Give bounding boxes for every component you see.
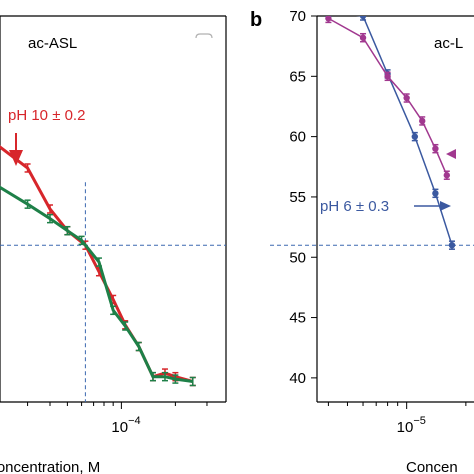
panel-b-series-0-line — [355, 16, 453, 246]
y-tick-label: 50 — [289, 249, 306, 266]
data-point — [448, 241, 456, 249]
x-tick-label: 10−5 — [397, 415, 426, 436]
data-point — [325, 9, 331, 15]
panel-a-series-0-line — [0, 145, 194, 383]
panel-a-x-ticks: 10−4 — [27, 402, 208, 436]
panel-a-series-1-line — [0, 185, 194, 383]
panel-a-legend-swatch — [195, 33, 213, 39]
y-tick-label: 55 — [289, 189, 306, 206]
data-point — [419, 117, 426, 125]
panel-b-annotation-text: pH 6 ± 0.3 — [320, 198, 389, 215]
x-tick-label-exponent: −5 — [413, 415, 426, 427]
panel-b-series-1 — [325, 16, 451, 180]
panel-b-xlabel: Concen — [406, 459, 458, 474]
panel-a: ac-ASL 10−4 Concentration, M pH 10 ± 0.2 — [0, 15, 227, 474]
data-point — [411, 133, 419, 140]
panel-b-series-1-line — [328, 17, 448, 176]
panel-b-y-ticks: 40 45 50 55 60 65 70 — [289, 8, 317, 387]
panel-a-annotation: pH 10 ± 0.2 — [8, 107, 85, 166]
data-point — [403, 94, 410, 102]
data-point — [384, 73, 391, 80]
panel-a-annotation-arrow-head — [9, 150, 23, 166]
data-point — [432, 145, 439, 152]
data-point — [359, 16, 367, 20]
y-tick-label: 70 — [289, 8, 306, 25]
panel-a-reference-lines — [0, 182, 226, 402]
panel-b: b ac-L 40 45 50 55 60 65 70 10−5 Concen pH 6 ±… — [250, 8, 474, 474]
y-tick-label: 60 — [289, 129, 306, 146]
data-point — [359, 34, 367, 41]
panel-b-annotation-arrow-head — [440, 201, 451, 211]
data-point — [432, 190, 439, 197]
y-tick-label: 45 — [289, 310, 306, 327]
y-tick-label: 40 — [289, 370, 306, 387]
panel-b-annotation: pH 6 ± 0.3 — [320, 149, 456, 215]
panel-b-magenta-arrow-head — [446, 149, 456, 159]
data-point — [325, 16, 332, 22]
panel-b-series-group — [325, 9, 456, 250]
x-tick-label-exponent: −4 — [128, 415, 141, 427]
panel-a-series-group — [0, 145, 196, 387]
panel-b-label: b — [250, 9, 262, 31]
panel-a-xlabel: Concentration, M — [0, 459, 100, 474]
panel-a-series-1 — [0, 185, 196, 387]
panel-b-title: ac-L — [434, 35, 463, 52]
panel-b-x-ticks: 10−5 — [327, 402, 467, 436]
panel-a-annotation-text: pH 10 ± 0.2 — [8, 107, 85, 124]
panel-a-title: ac-ASL — [28, 35, 77, 52]
x-tick-label: 10−4 — [111, 415, 140, 436]
y-tick-label: 65 — [289, 68, 306, 85]
data-point — [443, 172, 451, 179]
